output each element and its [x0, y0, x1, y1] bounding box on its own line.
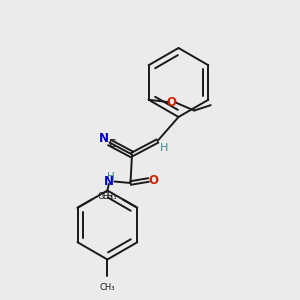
Text: O: O	[166, 96, 176, 109]
Text: H: H	[160, 143, 168, 153]
Text: O: O	[148, 173, 158, 187]
Text: H: H	[107, 172, 115, 182]
Text: CH₃: CH₃	[98, 192, 113, 201]
Text: N: N	[99, 132, 109, 146]
Text: C: C	[109, 139, 116, 149]
Text: CH₃: CH₃	[102, 192, 117, 201]
Text: CH₃: CH₃	[100, 283, 115, 292]
Text: N: N	[104, 175, 114, 188]
